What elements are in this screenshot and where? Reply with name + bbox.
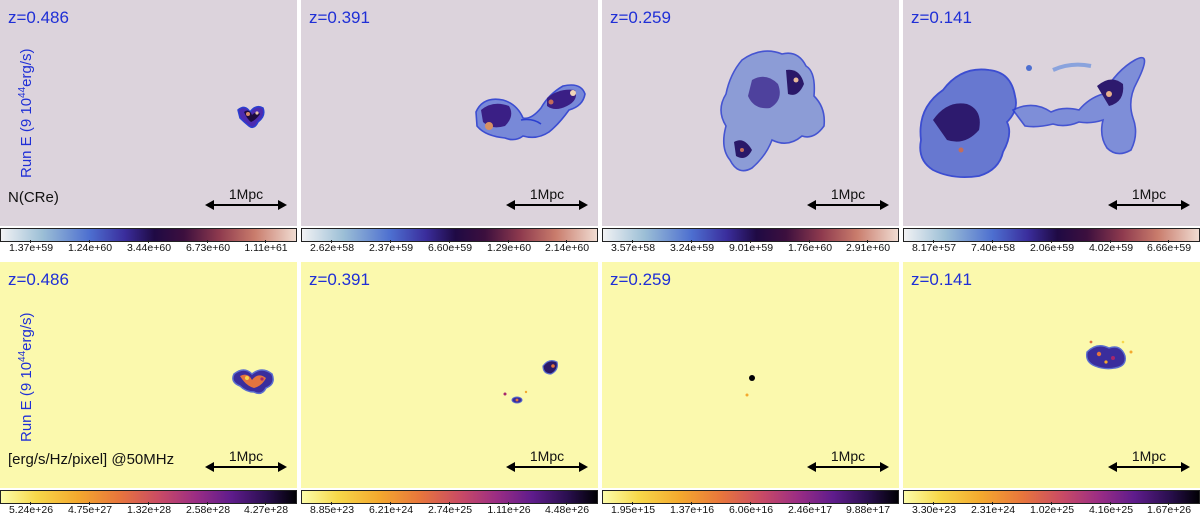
quantity-label: [erg/s/Hz/pixel] @50MHz <box>8 451 175 468</box>
colorbar-tick: 4.02e+59 <box>1082 240 1140 254</box>
colorbar-tick: 1.29e+60 <box>480 240 538 254</box>
colorbar-tick: 6.60e+59 <box>421 240 479 254</box>
colorbar-tick: 7.40e+58 <box>964 240 1022 254</box>
colorbar: 8.17e+57 7.40e+58 2.06e+59 4.02e+59 6.66… <box>903 228 1200 258</box>
row-label: Run E (9 1044erg/s) <box>17 48 35 178</box>
colorbar-tick: 4.48e+26 <box>538 502 596 516</box>
redshift-label: z=0.486 <box>8 270 69 289</box>
colorbar-tick: 2.58e+28 <box>179 502 237 516</box>
colorbar-tick: 1.11e+26 <box>480 502 538 516</box>
cre-emission-map <box>919 56 1146 179</box>
cre-panel-z0259: z=0.259 1Mpc <box>602 0 899 226</box>
scale-bar: 1Mpc <box>205 186 287 212</box>
colorbar-tick: 9.01e+59 <box>722 240 780 254</box>
colorbar-tick: 8.85e+23 <box>303 502 361 516</box>
colorbar-tick: 6.66e+59 <box>1140 240 1198 254</box>
colorbar: 1.95e+15 1.37e+16 6.06e+16 2.46e+17 9.88… <box>602 490 899 520</box>
colorbar-tick: 4.75e+27 <box>61 502 119 516</box>
colorbar: 1.37e+59 1.24e+60 3.44e+60 6.73e+60 1.11… <box>0 228 297 258</box>
row-label: Run E (9 1044erg/s) <box>17 312 35 442</box>
colorbar-tick: 2.06e+59 <box>1023 240 1081 254</box>
colorbar-tick: 2.74e+25 <box>421 502 479 516</box>
double-arrow-icon <box>205 200 287 210</box>
colorbar-tick: 5.24e+26 <box>2 502 60 516</box>
colorbar-tick: 1.11e+61 <box>237 240 295 254</box>
double-arrow-icon <box>807 462 889 472</box>
colorbar-tick: 8.17e+57 <box>905 240 963 254</box>
scale-bar: 1Mpc <box>506 186 588 212</box>
radio-panel-z0141: z=0.141 1Mpc <box>903 262 1200 488</box>
cre-panel-z0391: z=0.391 1Mpc <box>301 0 598 226</box>
double-arrow-icon <box>506 462 588 472</box>
colorbar-tick: 9.88e+17 <box>839 502 897 516</box>
colorbar-tick: 3.24e+59 <box>663 240 721 254</box>
double-arrow-icon <box>1108 462 1190 472</box>
redshift-label: z=0.391 <box>309 8 370 27</box>
colorbar-tick: 4.16e+25 <box>1082 502 1140 516</box>
redshift-label: z=0.141 <box>911 270 972 289</box>
redshift-label: z=0.259 <box>610 8 671 27</box>
colorbar-tick: 1.02e+25 <box>1023 502 1081 516</box>
colorbar-tick: 2.46e+17 <box>781 502 839 516</box>
redshift-label: z=0.259 <box>610 270 671 289</box>
colorbar-tick: 3.30e+23 <box>905 502 963 516</box>
cre-emission-map <box>237 105 265 129</box>
colorbar-tick: 2.14e+60 <box>538 240 596 254</box>
double-arrow-icon <box>506 200 588 210</box>
scale-bar: 1Mpc <box>807 186 889 212</box>
double-arrow-icon <box>807 200 889 210</box>
cre-panel-z0486: z=0.486 Run E (9 1044erg/s) N(CRe) 1Mpc <box>0 0 297 226</box>
colorbar-tick: 3.44e+60 <box>120 240 178 254</box>
scale-bar: 1Mpc <box>506 448 588 474</box>
redshift-label: z=0.141 <box>911 8 972 27</box>
double-arrow-icon <box>205 462 287 472</box>
scale-bar: 1Mpc <box>1108 448 1190 474</box>
colorbar-tick: 1.95e+15 <box>604 502 662 516</box>
radio-panel-z0486: z=0.486 Run E (9 1044erg/s) [erg/s/Hz/pi… <box>0 262 297 488</box>
colorbar-tick: 1.67e+26 <box>1140 502 1198 516</box>
radio-emission-map <box>745 375 755 397</box>
colorbar-tick: 1.76e+60 <box>781 240 839 254</box>
colorbar-tick: 2.37e+59 <box>362 240 420 254</box>
cre-emission-map <box>720 50 826 172</box>
colorbar: 5.24e+26 4.75e+27 1.32e+28 2.58e+28 4.27… <box>0 490 297 520</box>
redshift-label: z=0.391 <box>309 270 370 289</box>
redshift-label: z=0.486 <box>8 8 69 27</box>
colorbar-tick: 1.24e+60 <box>61 240 119 254</box>
colorbar-tick: 2.31e+24 <box>964 502 1022 516</box>
colorbar-tick: 1.37e+59 <box>2 240 60 254</box>
colorbar-tick: 1.32e+28 <box>120 502 178 516</box>
scale-bar: 1Mpc <box>807 448 889 474</box>
colorbar-tick: 2.62e+58 <box>303 240 361 254</box>
colorbar: 8.85e+23 6.21e+24 2.74e+25 1.11e+26 4.48… <box>301 490 598 520</box>
scale-bar: 1Mpc <box>205 448 287 474</box>
scale-bar: 1Mpc <box>1108 186 1190 212</box>
double-arrow-icon <box>1108 200 1190 210</box>
colorbar: 3.30e+23 2.31e+24 1.02e+25 4.16e+25 1.67… <box>903 490 1200 520</box>
colorbar: 3.57e+58 3.24e+59 9.01e+59 1.76e+60 2.91… <box>602 228 899 258</box>
colorbar-tick: 6.21e+24 <box>362 502 420 516</box>
radio-emission-map <box>1085 340 1133 370</box>
radio-emission-map <box>232 369 274 395</box>
radio-panel-z0259: z=0.259 1Mpc <box>602 262 899 488</box>
radio-emission-map <box>503 360 558 404</box>
quantity-label: N(CRe) <box>8 189 59 206</box>
colorbar-tick: 1.37e+16 <box>663 502 721 516</box>
colorbar: 2.62e+58 2.37e+59 6.60e+59 1.29e+60 2.14… <box>301 228 598 258</box>
radio-panel-z0391: z=0.391 1Mpc <box>301 262 598 488</box>
colorbar-tick: 2.91e+60 <box>839 240 897 254</box>
colorbar-tick: 6.73e+60 <box>179 240 237 254</box>
colorbar-tick: 4.27e+28 <box>237 502 295 516</box>
cre-panel-z0141: z=0.141 1Mpc <box>903 0 1200 226</box>
colorbar-tick: 3.57e+58 <box>604 240 662 254</box>
colorbar-tick: 6.06e+16 <box>722 502 780 516</box>
cre-emission-map <box>475 84 586 141</box>
